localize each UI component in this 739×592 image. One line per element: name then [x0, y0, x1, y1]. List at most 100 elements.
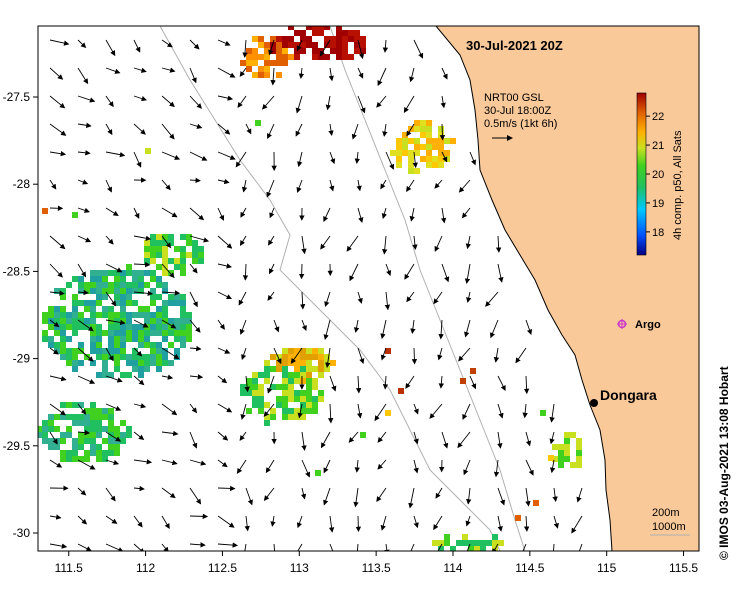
current-arrow: [325, 95, 331, 111]
sst-pixel: [102, 348, 108, 354]
sst-pixel: [150, 234, 156, 240]
sst-pixel: [420, 132, 426, 138]
sst-pixel: [468, 546, 474, 551]
sst-pixel: [198, 258, 204, 264]
current-arrow: [161, 403, 178, 416]
sst-pixel: [162, 300, 168, 306]
sst-pixel: [426, 144, 432, 150]
current-arrow: [189, 123, 203, 129]
sst-pixel: [312, 48, 318, 54]
sst-pixel: [432, 162, 438, 168]
sst-pixel: [426, 156, 432, 162]
sst-pixel: [462, 540, 468, 546]
sst-pixel: [90, 420, 96, 426]
sst-pixel: [252, 402, 258, 408]
sst-pixel: [306, 372, 312, 378]
sst-pixel: [294, 396, 300, 402]
sst-pixel: [60, 306, 66, 312]
current-arrow: [357, 67, 364, 79]
sst-pixel: [120, 282, 126, 288]
sst-pixel: [246, 54, 252, 60]
sst-pixel: [66, 402, 72, 408]
sst-pixel: [300, 30, 306, 36]
sst-pixel: [162, 240, 168, 246]
sst-pixel: [318, 30, 324, 36]
sst-pixel: [42, 432, 48, 438]
current-arrow: [295, 95, 303, 114]
sst-pixel: [144, 336, 150, 342]
sst-pixel: [414, 168, 420, 174]
sst-pixel: [78, 438, 84, 444]
current-arrow: [133, 431, 145, 441]
sst-pixel: [264, 60, 270, 66]
sst-pixel: [114, 324, 120, 330]
sst-pixel: [360, 432, 366, 438]
sst-pixel: [315, 470, 321, 476]
sst-pixel: [258, 384, 264, 390]
sst-pixel: [144, 312, 150, 318]
sst-pixel: [288, 42, 294, 48]
sst-pixel: [312, 54, 318, 60]
sst-pixel: [294, 30, 300, 36]
vector-legend-line-2: 30-Jul 18:00Z: [484, 105, 552, 117]
sst-pixel: [294, 390, 300, 396]
sst-pixel: [168, 294, 174, 300]
sst-pixel: [330, 42, 336, 48]
current-arrow: [161, 515, 170, 529]
x-tick-label: 114.5: [515, 561, 544, 575]
sst-pixel: [276, 384, 282, 390]
current-arrow: [105, 487, 116, 502]
sst-pixel: [258, 390, 264, 396]
sst-pixel: [132, 276, 138, 282]
sst-pixel: [126, 354, 132, 360]
current-arrow: [319, 39, 331, 57]
current-arrow: [49, 543, 68, 549]
sst-pixel: [460, 378, 466, 384]
current-arrow: [523, 375, 530, 395]
sst-pixel: [306, 360, 312, 366]
current-arrow: [553, 543, 555, 551]
sst-pixel: [60, 456, 66, 462]
sst-pixel: [252, 60, 258, 66]
current-arrow: [406, 291, 415, 303]
current-arrow: [296, 39, 303, 52]
sst-pixel: [96, 330, 102, 336]
x-tick-label: 111.5: [55, 561, 84, 575]
isobath-1000m: [159, 26, 501, 551]
sst-pixel: [306, 36, 312, 42]
current-arrow: [77, 459, 96, 470]
sst-pixel: [84, 306, 90, 312]
sst-pixel: [156, 240, 162, 246]
sst-pixel: [96, 348, 102, 354]
sst-pixel: [270, 408, 276, 414]
sst-pixel: [72, 300, 78, 306]
sst-pixel: [156, 318, 162, 324]
current-arrow: [324, 291, 331, 308]
current-arrow: [497, 263, 504, 283]
sst-pixel: [108, 438, 114, 444]
sst-pixel: [90, 408, 96, 414]
current-arrow: [217, 431, 229, 441]
sst-pixel: [102, 414, 108, 420]
current-arrow: [525, 319, 533, 335]
current-arrow: [217, 515, 235, 528]
sst-pixel: [408, 138, 414, 144]
sst-pixel: [132, 270, 138, 276]
sst-pixel: [150, 246, 156, 252]
sst-pixel: [396, 156, 402, 162]
sst-pixel: [180, 336, 186, 342]
current-arrow: [405, 375, 415, 389]
sst-pixel: [78, 300, 84, 306]
sst-pixel: [120, 300, 126, 306]
sst-pixel: [174, 258, 180, 264]
sst-pixel: [186, 234, 192, 240]
vector-legend-line-3: 0.5m/s (1kt 6h): [484, 118, 557, 130]
sst-pixel: [162, 258, 168, 264]
sst-pixel: [186, 324, 192, 330]
sst-pixel: [66, 426, 72, 432]
sst-pixel: [258, 42, 264, 48]
current-arrow: [49, 403, 66, 416]
current-arrow: [429, 403, 443, 419]
current-arrow: [161, 374, 174, 380]
current-arrow: [412, 151, 418, 169]
